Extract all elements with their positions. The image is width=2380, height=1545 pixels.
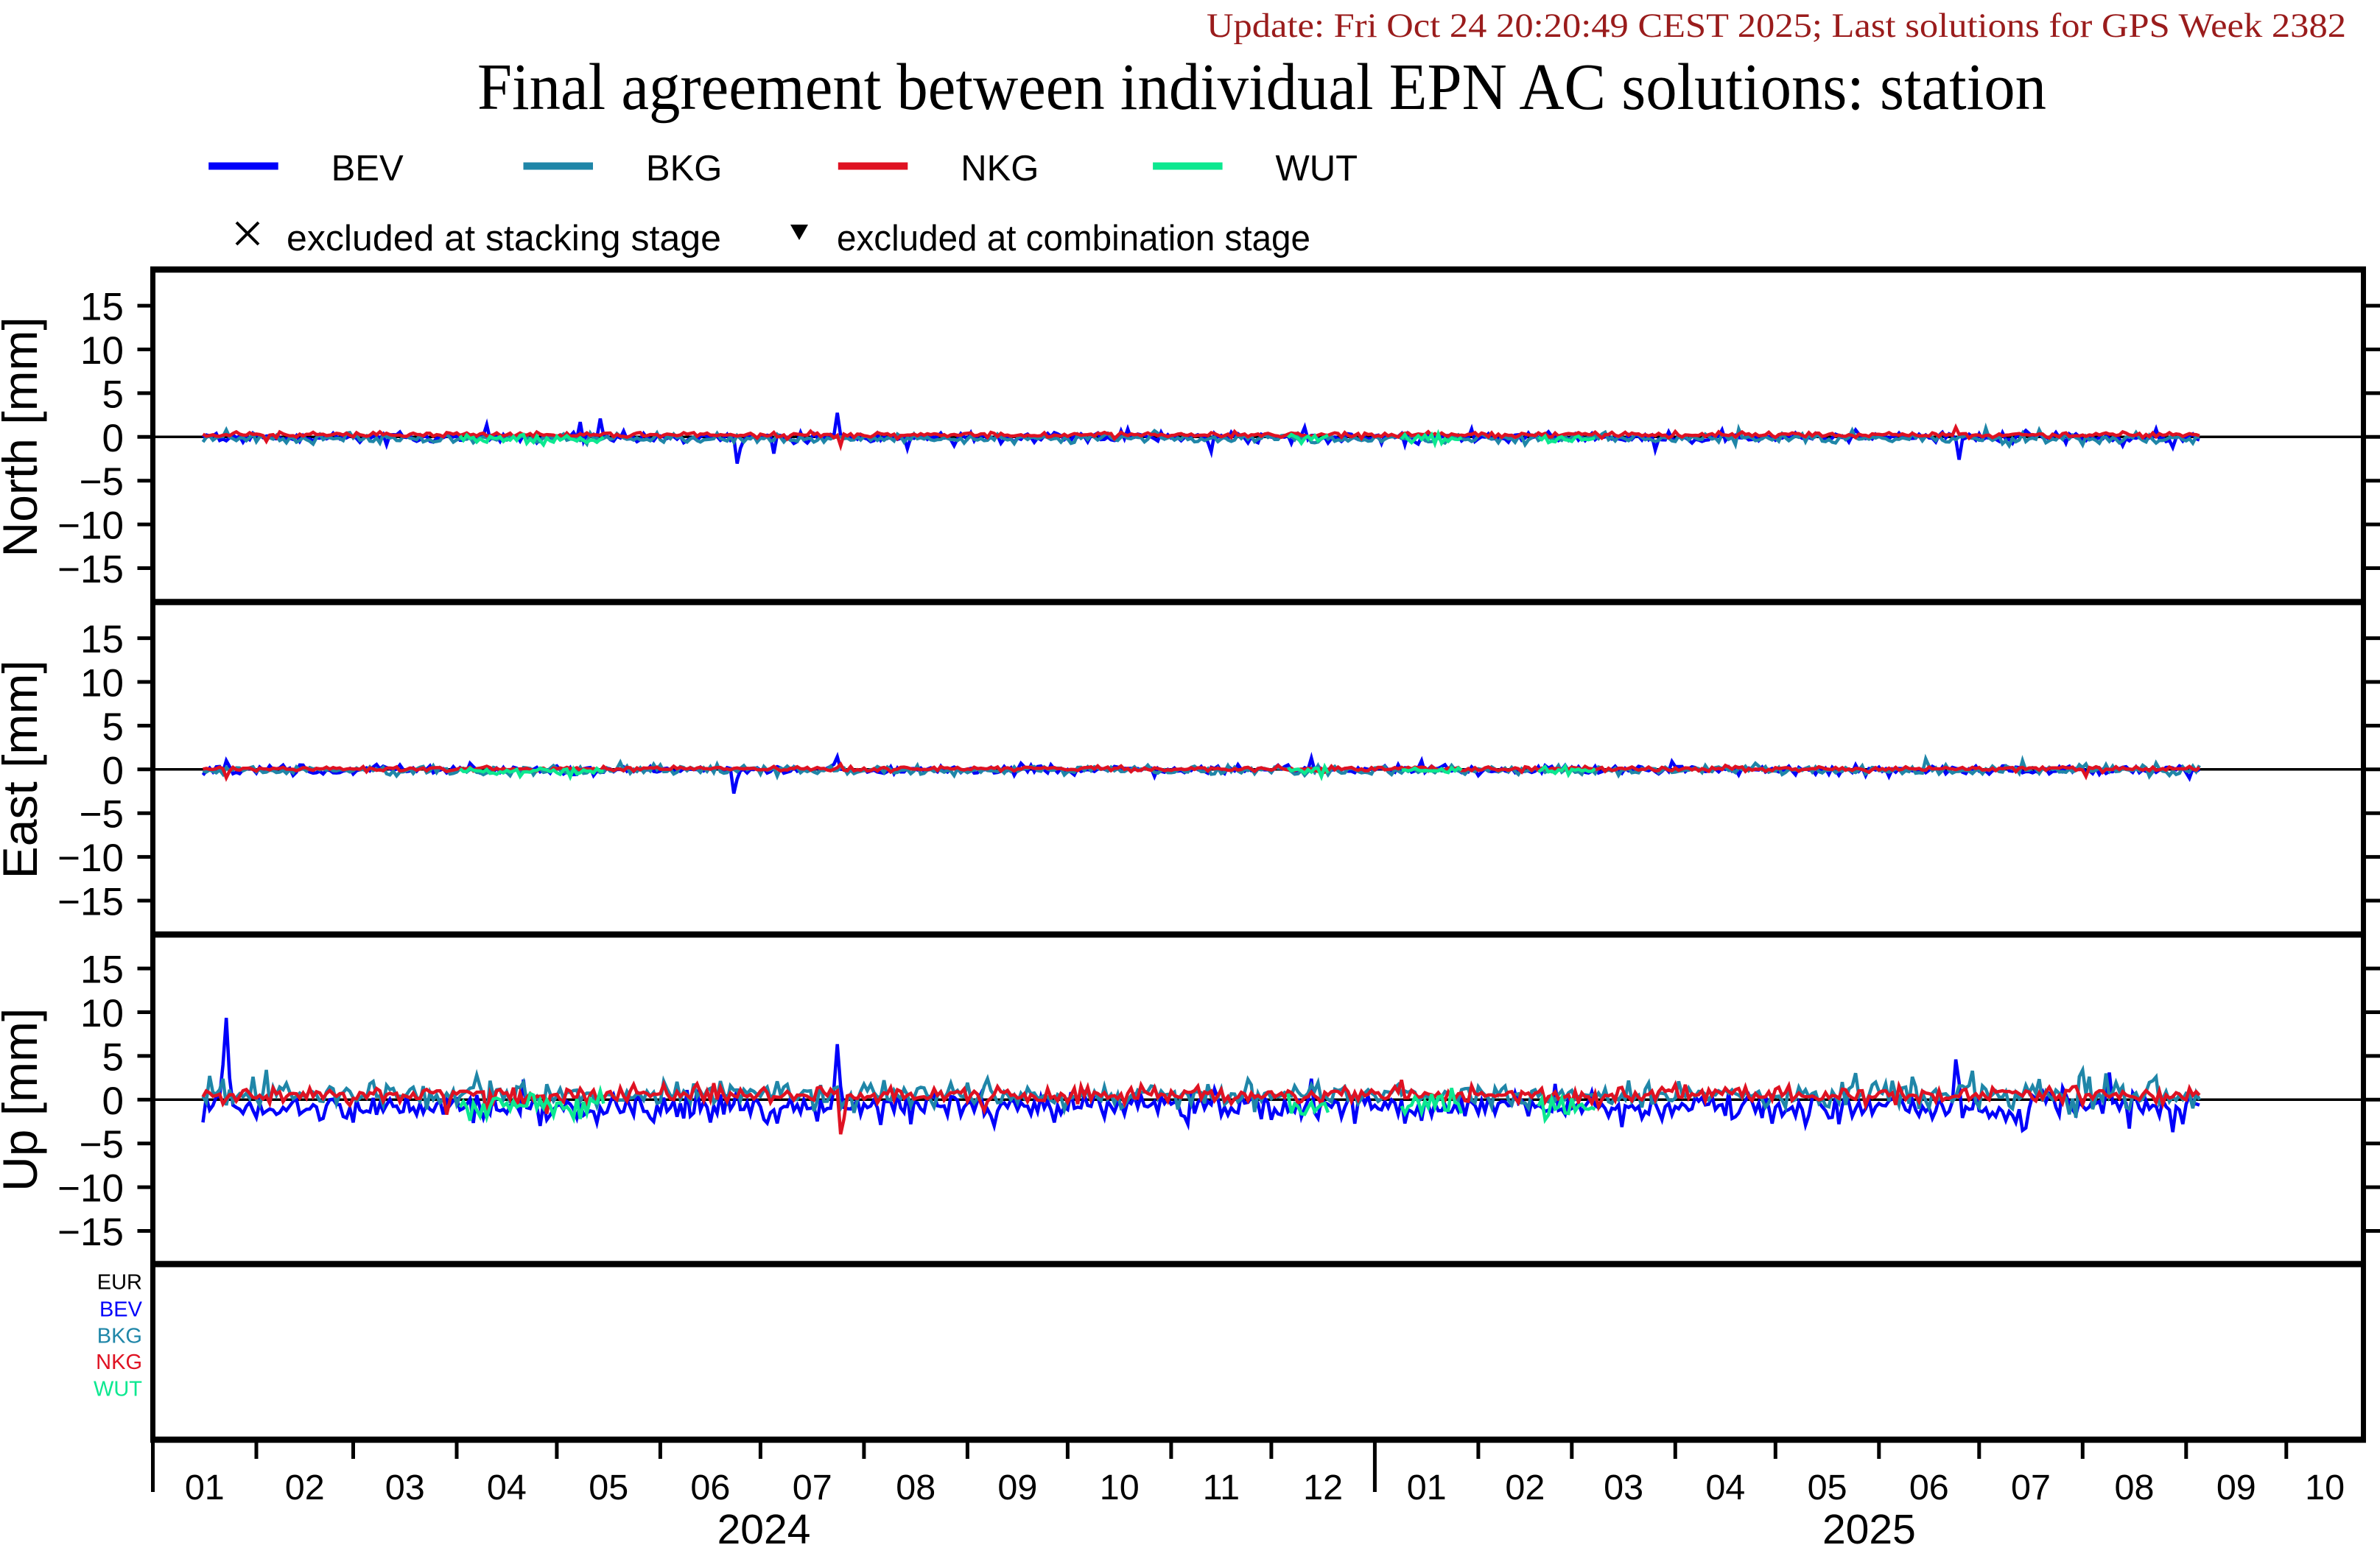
- svg-text:5: 5: [102, 373, 124, 416]
- svg-text:15: 15: [80, 618, 124, 661]
- svg-text:04: 04: [1705, 1468, 1745, 1507]
- svg-text:08: 08: [2115, 1468, 2155, 1507]
- svg-text:04: 04: [487, 1468, 527, 1507]
- svg-text:−15: −15: [57, 548, 124, 591]
- svg-text:10: 10: [80, 329, 124, 373]
- svg-text:02: 02: [285, 1468, 325, 1507]
- svg-text:08: 08: [896, 1468, 935, 1507]
- svg-text:01: 01: [185, 1468, 225, 1507]
- svg-text:−5: −5: [80, 793, 124, 837]
- svg-text:07: 07: [793, 1468, 832, 1507]
- svg-text:11: 11: [1203, 1468, 1240, 1507]
- svg-text:03: 03: [385, 1468, 425, 1507]
- svg-text:Update: Fri Oct 24 20:20:49 CE: Update: Fri Oct 24 20:20:49 CEST 2025; L…: [1207, 7, 2346, 45]
- svg-text:excluded at combination stage: excluded at combination stage: [837, 219, 1310, 258]
- svg-text:2025: 2025: [1822, 1506, 1916, 1545]
- svg-text:Final agreement between indivi: Final agreement between individual EPN A…: [477, 51, 2046, 124]
- svg-text:WUT: WUT: [1276, 149, 1358, 189]
- svg-text:0: 0: [102, 749, 124, 792]
- svg-text:BEV: BEV: [99, 1298, 143, 1322]
- svg-text:02: 02: [1505, 1468, 1545, 1507]
- svg-text:−10: −10: [57, 837, 124, 880]
- svg-text:Up [mm]: Up [mm]: [0, 1008, 47, 1192]
- svg-text:09: 09: [997, 1468, 1037, 1507]
- svg-text:10: 10: [80, 662, 124, 705]
- svg-text:01: 01: [1407, 1468, 1447, 1507]
- svg-text:−5: −5: [80, 1123, 124, 1166]
- svg-text:10: 10: [1100, 1468, 1140, 1507]
- svg-text:−15: −15: [57, 881, 124, 924]
- svg-text:5: 5: [102, 705, 124, 749]
- svg-text:East [mm]: East [mm]: [0, 660, 47, 879]
- svg-text:−10: −10: [57, 1167, 124, 1211]
- svg-text:07: 07: [2011, 1468, 2051, 1507]
- svg-text:excluded at stacking stage: excluded at stacking stage: [287, 219, 721, 258]
- svg-text:15: 15: [80, 286, 124, 329]
- svg-text:−15: −15: [57, 1211, 124, 1254]
- svg-text:05: 05: [1808, 1468, 1847, 1507]
- svg-text:EUR: EUR: [97, 1270, 142, 1294]
- svg-text:0: 0: [102, 417, 124, 460]
- svg-text:BKG: BKG: [97, 1324, 142, 1348]
- svg-text:15: 15: [80, 949, 124, 992]
- svg-text:BEV: BEV: [331, 149, 404, 189]
- svg-text:09: 09: [2216, 1468, 2256, 1507]
- svg-text:12: 12: [1303, 1468, 1343, 1507]
- svg-text:NKG: NKG: [961, 149, 1039, 189]
- svg-text:06: 06: [1909, 1468, 1949, 1507]
- svg-text:−10: −10: [57, 504, 124, 548]
- svg-text:03: 03: [1604, 1468, 1643, 1507]
- svg-text:North [mm]: North [mm]: [0, 317, 47, 557]
- svg-text:06: 06: [690, 1468, 730, 1507]
- svg-text:2024: 2024: [717, 1506, 811, 1545]
- svg-text:10: 10: [2305, 1468, 2345, 1507]
- svg-text:5: 5: [102, 1035, 124, 1079]
- svg-text:BKG: BKG: [646, 149, 722, 189]
- svg-text:10: 10: [80, 992, 124, 1035]
- svg-text:−5: −5: [80, 460, 124, 504]
- svg-text:0: 0: [102, 1080, 124, 1123]
- svg-text:05: 05: [589, 1468, 628, 1507]
- svg-text:WUT: WUT: [94, 1378, 142, 1401]
- svg-text:NKG: NKG: [96, 1351, 142, 1374]
